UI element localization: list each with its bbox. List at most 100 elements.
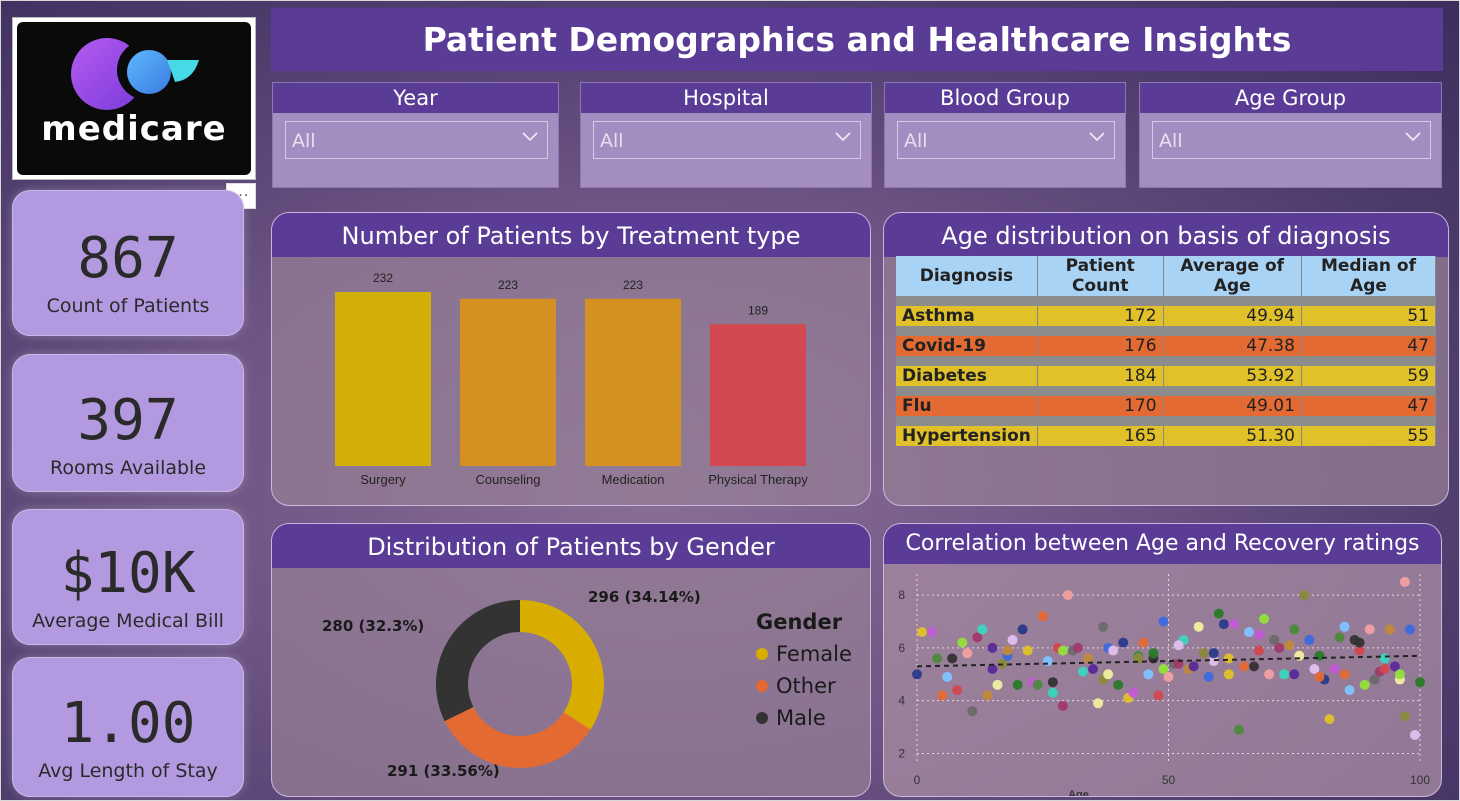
- scatter-point[interactable]: [1264, 669, 1275, 680]
- scatter-point[interactable]: [947, 653, 958, 664]
- scatter-point[interactable]: [987, 664, 998, 674]
- scatter-point[interactable]: [967, 706, 978, 717]
- scatter-point[interactable]: [1203, 671, 1214, 682]
- scatter-point[interactable]: [1369, 674, 1380, 685]
- scatter-point[interactable]: [1047, 687, 1058, 698]
- scatter-point[interactable]: [977, 624, 988, 635]
- scatter-point[interactable]: [987, 642, 998, 653]
- scatter-point[interactable]: [1017, 624, 1028, 635]
- scatter-point[interactable]: [1324, 714, 1335, 725]
- scatter-point[interactable]: [1148, 648, 1159, 659]
- scatter-point[interactable]: [1274, 642, 1285, 653]
- scatter-point[interactable]: [1284, 640, 1295, 651]
- bar-counseling[interactable]: [460, 298, 556, 466]
- legend-item-male[interactable]: Male: [756, 706, 852, 730]
- scatter-point[interactable]: [1238, 661, 1249, 672]
- scatter-point[interactable]: [962, 648, 973, 659]
- scatter-point[interactable]: [1007, 634, 1018, 645]
- scatter-point[interactable]: [1228, 619, 1239, 630]
- scatter-point[interactable]: [992, 679, 1003, 690]
- scatter-point[interactable]: [1329, 664, 1340, 674]
- scatter-point[interactable]: [972, 632, 983, 643]
- scatter-point[interactable]: [1404, 624, 1415, 635]
- age-group-dropdown[interactable]: All: [1152, 121, 1431, 159]
- scatter-point[interactable]: [1103, 669, 1114, 680]
- scatter-point[interactable]: [1344, 685, 1355, 696]
- scatter-point[interactable]: [1289, 624, 1300, 635]
- scatter-point[interactable]: [1279, 669, 1290, 680]
- scatter-point[interactable]: [1173, 640, 1184, 651]
- scatter-point[interactable]: [1113, 679, 1124, 690]
- scatter-point[interactable]: [937, 690, 948, 701]
- scatter-point[interactable]: [1304, 634, 1315, 645]
- table-row[interactable]: Hypertension 165 51.30 55: [896, 416, 1436, 446]
- scatter-point[interactable]: [1208, 656, 1219, 667]
- scatter-point[interactable]: [1193, 621, 1204, 632]
- table-row[interactable]: Asthma 172 49.94 51: [896, 296, 1436, 326]
- scatter-point[interactable]: [1223, 669, 1234, 680]
- scatter-point[interactable]: [1057, 700, 1068, 711]
- scatter-point[interactable]: [952, 685, 963, 696]
- bar-surgery[interactable]: [335, 292, 431, 466]
- scatter-point[interactable]: [1128, 687, 1139, 698]
- scatter-point[interactable]: [1339, 669, 1350, 680]
- scatter-point[interactable]: [1254, 629, 1265, 640]
- hospital-dropdown[interactable]: All: [593, 121, 861, 159]
- scatter-point[interactable]: [1233, 724, 1244, 735]
- scatter-point[interactable]: [1409, 729, 1420, 740]
- scatter-point[interactable]: [1153, 690, 1164, 701]
- year-dropdown[interactable]: All: [285, 121, 548, 159]
- scatter-point[interactable]: [1138, 637, 1149, 648]
- slice-male[interactable]: [436, 600, 520, 722]
- blood-group-dropdown[interactable]: All: [897, 121, 1115, 159]
- scatter-point[interactable]: [1213, 608, 1224, 619]
- column-header[interactable]: Median of Age: [1301, 256, 1436, 296]
- table-row[interactable]: Covid-19 176 47.38 47: [896, 326, 1436, 356]
- scatter-point[interactable]: [942, 671, 953, 682]
- scatter-point[interactable]: [1077, 666, 1088, 677]
- scatter-point[interactable]: [1108, 645, 1119, 656]
- scatter-point[interactable]: [1158, 616, 1169, 627]
- scatter-point[interactable]: [1208, 648, 1219, 659]
- scatter-point[interactable]: [1415, 677, 1425, 688]
- scatter-point[interactable]: [1354, 645, 1365, 656]
- bar-physical-therapy[interactable]: [710, 324, 806, 466]
- slice-female[interactable]: [520, 600, 604, 730]
- scatter-point[interactable]: [912, 669, 922, 680]
- scatter-point[interactable]: [1072, 642, 1083, 653]
- scatter-point[interactable]: [1093, 698, 1104, 709]
- scatter-point[interactable]: [1334, 632, 1345, 643]
- scatter-point[interactable]: [1399, 711, 1410, 722]
- scatter-point[interactable]: [1259, 613, 1270, 624]
- scatter-point[interactable]: [927, 627, 938, 638]
- scatter-point[interactable]: [1062, 590, 1073, 601]
- scatter-point[interactable]: [1364, 624, 1375, 635]
- scatter-point[interactable]: [957, 637, 968, 648]
- scatter-point[interactable]: [1299, 590, 1310, 601]
- scatter-point[interactable]: [1379, 664, 1390, 674]
- scatter-point[interactable]: [1223, 653, 1234, 664]
- legend-item-other[interactable]: Other: [756, 674, 852, 698]
- scatter-point[interactable]: [917, 627, 928, 638]
- scatter-point[interactable]: [1269, 634, 1280, 645]
- scatter-point[interactable]: [1314, 671, 1325, 682]
- scatter-point[interactable]: [1314, 650, 1325, 661]
- scatter-point[interactable]: [1339, 621, 1350, 632]
- table-row[interactable]: Diabetes 184 53.92 59: [896, 356, 1436, 386]
- scatter-point[interactable]: [1002, 645, 1013, 656]
- scatter-point[interactable]: [1394, 669, 1405, 680]
- scatter-point[interactable]: [1243, 627, 1254, 638]
- scatter-point[interactable]: [1254, 645, 1265, 656]
- column-header[interactable]: Patient Count: [1037, 256, 1164, 296]
- scatter-point[interactable]: [1032, 679, 1043, 690]
- bar-medication[interactable]: [585, 298, 681, 466]
- scatter-point[interactable]: [932, 653, 943, 664]
- scatter-point[interactable]: [1399, 576, 1410, 587]
- scatter-point[interactable]: [1354, 637, 1365, 648]
- column-header[interactable]: Average of Age: [1163, 256, 1302, 296]
- scatter-point[interactable]: [1098, 621, 1109, 632]
- scatter-point[interactable]: [1057, 645, 1068, 656]
- scatter-point[interactable]: [1389, 661, 1400, 672]
- scatter-point[interactable]: [1359, 679, 1370, 690]
- scatter-point[interactable]: [1379, 653, 1390, 664]
